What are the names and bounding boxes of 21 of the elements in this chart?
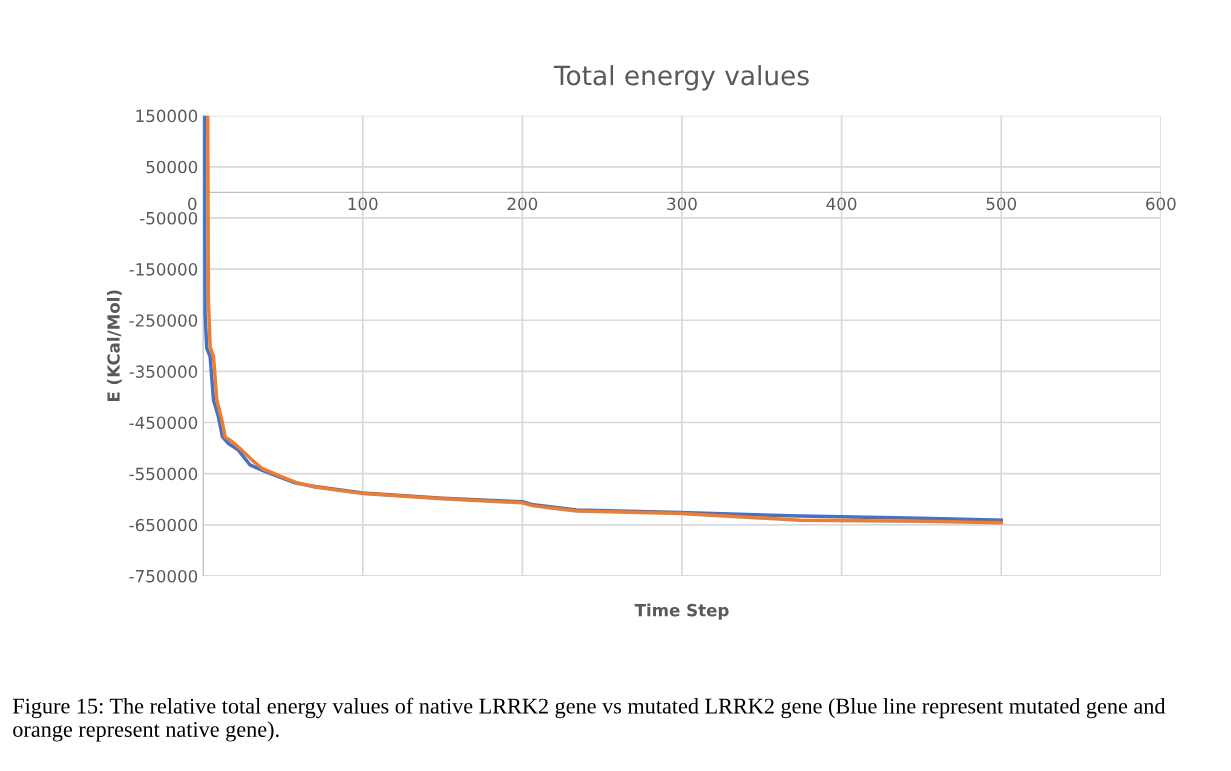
y-tick-label: 50000 [146, 160, 198, 174]
x-axis-title: Time Step [634, 603, 729, 620]
x-tick-label: 200 [507, 197, 538, 211]
caption: Figure 15: The relative total energy values of native LRRK2 gene vs mutated LRRK2 gene (Blue line represent mutated gene and orange represent native gene). [12, 697, 1166, 742]
x-tick-label: 0 [188, 197, 197, 211]
x-tick-label: 600 [1146, 197, 1176, 211]
y-axis-title: E (KCal/Mol) [106, 290, 122, 402]
y-tick-label: -650000 [129, 518, 198, 532]
x-tick-label: 400 [826, 197, 857, 211]
y-tick-label: -550000 [129, 467, 198, 481]
y-tick-label: -250000 [129, 314, 198, 327]
y-tick-label: -350000 [129, 365, 198, 378]
y-tick-label: -50000 [140, 211, 198, 225]
y-tick-label: -750000 [129, 569, 198, 583]
chart-title: Total energy values [553, 65, 809, 91]
y-tick-label: 150000 [136, 109, 198, 123]
y-tick-label: -150000 [129, 263, 198, 276]
x-tick-label: 100 [348, 197, 378, 211]
x-tick-label: 500 [986, 197, 1017, 211]
y-tick-label: -450000 [129, 416, 198, 430]
x-tick-label: 300 [667, 197, 697, 211]
